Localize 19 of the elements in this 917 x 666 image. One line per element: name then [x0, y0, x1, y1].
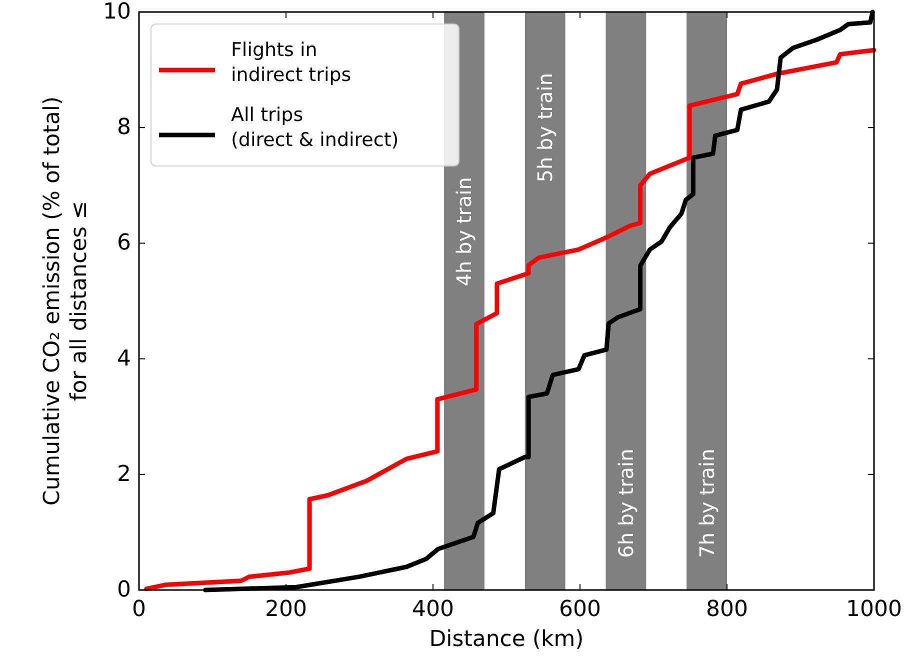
x-tick-label: 400: [412, 597, 454, 622]
y-tick-label: 8: [117, 115, 131, 140]
y-tick-label: 0: [117, 578, 131, 602]
y-tick-label: 4: [117, 346, 131, 372]
x-tick-label: 1000: [846, 597, 902, 622]
band-label: 5h by train: [533, 73, 558, 182]
x-tick-label: 200: [265, 597, 307, 622]
y-tick-label: 6: [117, 230, 131, 256]
x-tick-label: 600: [559, 597, 601, 622]
y-axis-title: Cumulative CO₂ emission (% of total) for all distances ≤: [40, 96, 92, 506]
band-label: 4h by train: [452, 177, 476, 286]
legend-label: All trips (direct & indirect): [231, 104, 399, 151]
x-axis-title: Distance (km): [429, 627, 584, 652]
legend-label: Flights in indirect trips: [231, 39, 352, 86]
band-label: 6h by train: [614, 448, 638, 558]
x-tick-label: 800: [706, 597, 748, 622]
y-tick-label: 2: [117, 462, 131, 487]
y-tick-label: 10: [103, 0, 131, 24]
band-label: 7h by train: [694, 448, 719, 558]
